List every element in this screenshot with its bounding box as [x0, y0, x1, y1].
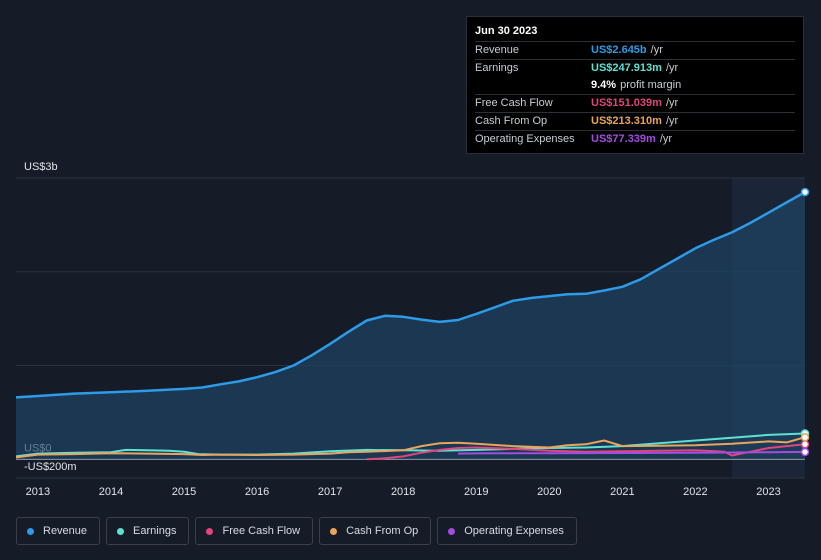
legend-item-operating-expenses[interactable]: Operating Expenses [437, 517, 577, 545]
revenue-line [15, 191, 806, 399]
x-tick-label: 2018 [391, 486, 415, 498]
y-tick-label: US$3b [24, 161, 58, 173]
legend-label: Earnings [133, 525, 177, 537]
x-tick-label: 2017 [318, 486, 342, 498]
tooltip-label: Free Cash Flow [475, 97, 553, 109]
tooltip-row-profit-margin: 9.4% profit margin [475, 77, 795, 94]
operating-expenses-line [457, 450, 806, 455]
tooltip-label: Revenue [475, 44, 520, 56]
x-tick-label: 2022 [683, 486, 707, 498]
legend-item-free-cash-flow[interactable]: Free Cash Flow [195, 517, 314, 545]
tooltip-value: US$247.913m [591, 62, 662, 74]
earnings-dot-icon [117, 527, 125, 535]
legend-label: Free Cash Flow [222, 525, 301, 537]
legend-item-revenue[interactable]: Revenue [16, 517, 101, 545]
tooltip-value: US$151.039m [591, 97, 662, 109]
tooltip-unit: profit margin [620, 79, 682, 91]
legend-label: Operating Expenses [464, 525, 564, 537]
earnings-line [15, 432, 806, 458]
tooltip-unit: /yr [665, 62, 679, 74]
tooltip-row-revenue: Revenue US$2.645b /yr [475, 41, 795, 59]
tooltip-unit: /yr [650, 44, 663, 56]
tooltip-label [475, 77, 591, 94]
revenue-endpoint [800, 187, 810, 197]
tooltip-row-free-cash-flow: Free Cash Flow US$151.039m /yr [475, 94, 795, 112]
tooltip-value: US$77.339m [591, 133, 656, 145]
operating-expenses-endpoint [800, 447, 810, 457]
cash-from-op-dot-icon [330, 527, 338, 535]
tooltip: Jun 30 2023 Revenue US$2.645b /yr Earnin… [466, 16, 804, 154]
tooltip-row-cash-from-op: Cash From Op US$213.310m /yr [475, 112, 795, 130]
legend-label: Cash From Op [346, 525, 419, 537]
tooltip-date: Jun 30 2023 [475, 25, 538, 37]
cash-from-op-line [15, 436, 806, 459]
revenue-dot-icon [27, 527, 34, 535]
series-layer [15, 187, 810, 461]
tooltip-unit: /yr [665, 97, 679, 109]
operating-expenses-dot-icon [448, 527, 456, 535]
tooltip-row-operating-expenses: Operating Expenses US$77.339m /yr [475, 130, 795, 148]
chart: US$3bUS$0-US$200m 2013201420152016201720… [15, 161, 810, 498]
tooltip-label: Cash From Op [475, 115, 548, 127]
x-tick-label: 2021 [610, 486, 634, 498]
tooltip-unit: /yr [659, 133, 673, 145]
x-tick-label: 2019 [464, 486, 488, 498]
legend-label: Revenue [43, 525, 88, 537]
cash-from-op-endpoint [800, 432, 810, 442]
x-tick-label: 2013 [26, 486, 50, 498]
x-tick-label: 2023 [756, 486, 780, 498]
legend: Revenue Earnings Free Cash Flow Cash Fro… [16, 517, 583, 547]
free-cash-flow-endpoint [800, 440, 810, 449]
legend-item-earnings[interactable]: Earnings [106, 517, 190, 545]
revenue-area [16, 192, 805, 460]
tooltip-unit: /yr [665, 115, 679, 127]
x-tick-label: 2020 [537, 486, 561, 498]
tooltip-value: US$213.310m [591, 115, 662, 127]
x-tick-label: 2014 [99, 486, 123, 498]
tooltip-label: Operating Expenses [475, 133, 575, 145]
tooltip-row-earnings: Earnings US$247.913m /yr [475, 59, 795, 77]
tooltip-value: US$2.645b [591, 44, 647, 56]
tooltip-label: Earnings [475, 62, 519, 74]
free-cash-flow-dot-icon [206, 527, 214, 535]
y-tick-label: -US$200m [24, 461, 77, 473]
x-tick-label: 2016 [245, 486, 269, 498]
x-tick-label: 2015 [172, 486, 196, 498]
x-axis-labels: 2013 2014 2015 2016 2017 2018 2019 2020 2021 2022… [26, 486, 781, 498]
profit-margin-value: 9.4% [591, 79, 617, 91]
legend-item-cash-from-op[interactable]: Cash From Op [319, 517, 432, 545]
